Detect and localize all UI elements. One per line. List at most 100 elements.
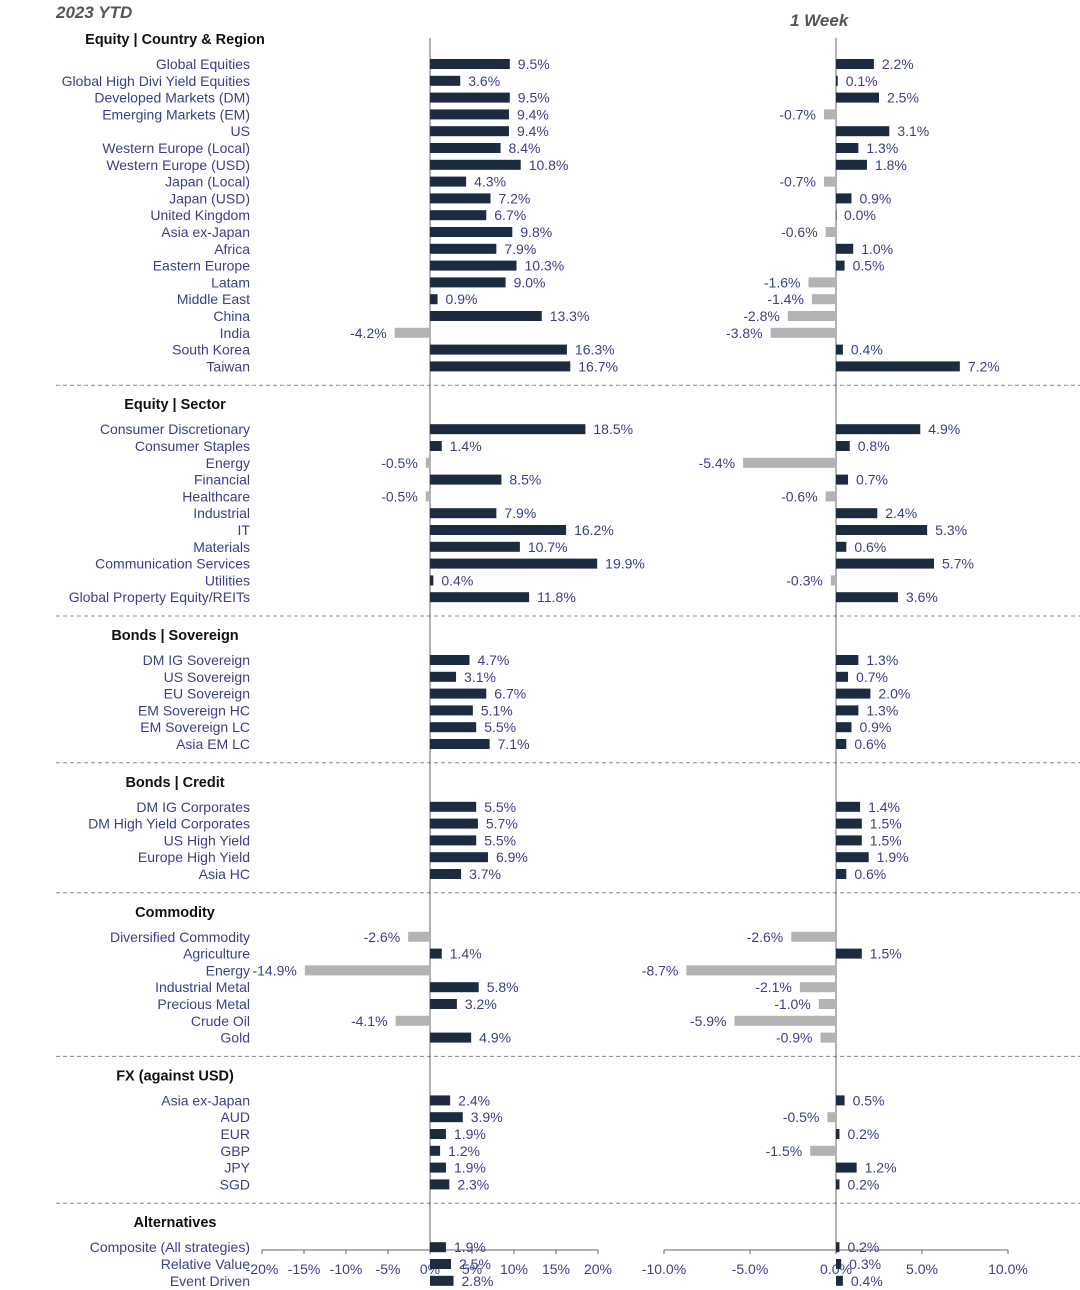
ytd-value-india: -4.2% (350, 325, 387, 341)
ytd-value-relative-value: 2.5% (459, 1256, 491, 1272)
section-title-equity-sector: Equity | Sector (124, 397, 226, 413)
week-value-gold: -0.9% (776, 1030, 813, 1046)
week-bar-europe-high-yield (836, 852, 869, 863)
ytd-tick-label: -5% (376, 1261, 401, 1277)
week-bar-industrial (836, 508, 878, 519)
ytd-bar-us (430, 126, 509, 137)
row-label-industrial: Industrial (193, 505, 250, 521)
week-value-dm-ig-sovereign: 1.3% (866, 652, 898, 668)
week-bar-western-europe-usd (836, 159, 867, 170)
ytd-bar-materials (430, 541, 520, 552)
ytd-value-dm-high-yield-corporates: 5.7% (486, 816, 518, 832)
week-bar-japan-usd (836, 193, 852, 204)
week-value-it: 5.3% (935, 522, 967, 538)
ytd-value-dm-ig-corporates: 5.5% (484, 799, 516, 815)
week-value-dm-ig-corporates: 1.4% (868, 799, 900, 815)
row-label-agriculture: Agriculture (183, 946, 250, 962)
week-bar-composite-all-strategies (836, 1242, 840, 1253)
week-value-eu-sovereign: 2.0% (878, 686, 910, 702)
week-bar-consumer-staples (836, 441, 850, 451)
ytd-bar-eur (430, 1129, 446, 1139)
row-label-dm-ig-sovereign: DM IG Sovereign (143, 652, 250, 668)
ytd-value-asia-em-lc: 7.1% (498, 736, 530, 752)
ytd-bar-global-high-divi-yield-equities (430, 75, 461, 86)
row-label-china: China (213, 308, 250, 324)
ytd-value-gbp: 1.2% (448, 1143, 480, 1159)
row-label-healthcare: Healthcare (182, 488, 250, 504)
ytd-bar-asia-hc (430, 869, 462, 879)
row-label-communication-services: Communication Services (95, 556, 250, 572)
ytd-value-japan-local: 4.3% (474, 174, 506, 190)
ytd-tick-label: -15% (288, 1261, 321, 1277)
week-bar-sgd (836, 1179, 840, 1190)
labels: Equity | Country & Region Equity | Sector… (62, 32, 1000, 1290)
week-bar-consumer-discretionary (836, 424, 921, 435)
week-bar-precious-metal (818, 999, 836, 1009)
row-label-energy: Energy (206, 455, 250, 471)
ytd-value-industrial: 7.9% (504, 505, 536, 521)
week-tick-label: -10.0% (642, 1261, 686, 1277)
ytd-bar-gbp (430, 1145, 441, 1156)
week-value-japan-usd: 0.9% (859, 190, 891, 206)
ytd-value-south-korea: 16.3% (575, 342, 615, 358)
ytd-value-us-sovereign: 3.1% (464, 669, 496, 685)
ytd-value-western-europe-usd: 10.8% (529, 157, 569, 173)
week-bar-dm-ig-corporates (836, 801, 861, 812)
ytd-value-consumer-staples: 1.4% (450, 438, 482, 454)
row-label-western-europe-local: Western Europe (Local) (102, 140, 250, 156)
ytd-value-dm-ig-sovereign: 4.7% (477, 652, 509, 668)
ytd-value-europe-high-yield: 6.9% (496, 849, 528, 865)
week-value-industrial-metal: -2.1% (755, 979, 792, 995)
week-value-relative-value: 0.3% (849, 1256, 881, 1272)
week-value-event-driven: 0.4% (851, 1273, 883, 1289)
ytd-bar-dm-high-yield-corporates (430, 818, 478, 829)
week-value-developed-markets-dm: 2.5% (887, 90, 919, 106)
row-label-relative-value: Relative Value (161, 1256, 250, 1272)
ytd-bar-crude-oil (395, 1015, 430, 1026)
row-label-eastern-europe: Eastern Europe (153, 258, 250, 274)
week-bar-western-europe-local (836, 143, 859, 153)
row-label-south-korea: South Korea (172, 342, 250, 358)
ytd-value-developed-markets-dm: 9.5% (518, 90, 550, 106)
week-value-consumer-discretionary: 4.9% (928, 421, 960, 437)
section-title-bonds-credit: Bonds | Credit (125, 775, 224, 791)
ytd-bar-utilities (430, 575, 434, 586)
ytd-bar-industrial-metal (430, 982, 479, 993)
ytd-bar-energy (304, 965, 430, 976)
ytd-bar-western-europe-usd (430, 159, 521, 170)
week-value-agriculture: 1.5% (870, 946, 902, 962)
week-bar-industrial-metal (799, 982, 836, 993)
week-value-energy: -8.7% (642, 962, 679, 978)
ytd-bar-consumer-discretionary (430, 424, 586, 435)
row-label-materials: Materials (193, 539, 250, 555)
week-value-middle-east: -1.4% (767, 291, 804, 307)
ytd-bar-eastern-europe (430, 260, 517, 271)
row-label-composite-all-strategies: Composite (All strategies) (90, 1239, 250, 1255)
ytd-value-western-europe-local: 8.4% (509, 140, 541, 156)
row-label-asia-ex-japan: Asia ex-Japan (161, 224, 250, 240)
ytd-bar-gold (430, 1032, 472, 1043)
week-value-eastern-europe: 0.5% (853, 258, 885, 274)
week-bar-em-sovereign-hc (836, 705, 859, 716)
row-label-taiwan: Taiwan (206, 358, 250, 374)
week-value-global-high-divi-yield-equities: 0.1% (846, 73, 878, 89)
row-label-crude-oil: Crude Oil (191, 1013, 250, 1029)
row-label-dm-high-yield-corporates: DM High Yield Corporates (88, 816, 250, 832)
row-label-precious-metal: Precious Metal (157, 996, 250, 1012)
ytd-value-healthcare: -0.5% (381, 488, 418, 504)
row-label-developed-markets-dm: Developed Markets (DM) (94, 90, 250, 106)
week-tick-label: -5.0% (732, 1261, 769, 1277)
ytd-bar-em-sovereign-hc (430, 705, 473, 716)
axes: -20%-15%-10%-5%0%5%10%15%20%-10.0%-5.0%0… (246, 38, 1028, 1277)
ytd-tick-label: -20% (246, 1261, 279, 1277)
row-label-it: IT (238, 522, 251, 538)
week-bar-global-equities (836, 59, 874, 69)
ytd-value-energy: -0.5% (381, 455, 418, 471)
ytd-value-eastern-europe: 10.3% (525, 258, 565, 274)
week-value-latam: -1.6% (764, 274, 801, 290)
ytd-bar-sgd (430, 1179, 450, 1190)
week-bar-crude-oil (734, 1015, 836, 1026)
row-label-middle-east: Middle East (177, 291, 250, 307)
week-value-jpy: 1.2% (865, 1160, 897, 1176)
